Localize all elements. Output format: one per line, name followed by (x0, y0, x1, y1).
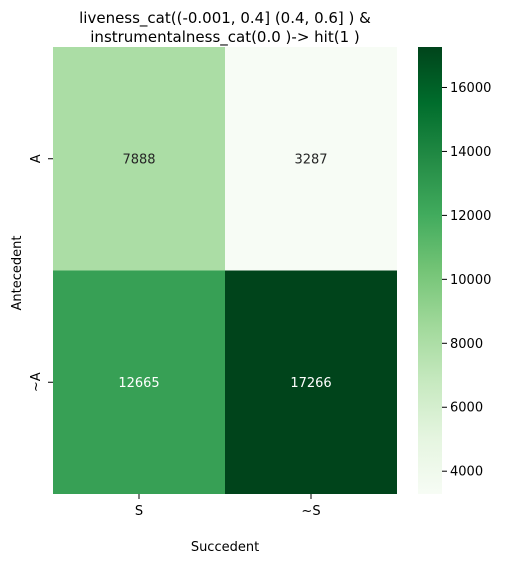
x-tick-label: ~S (301, 504, 320, 519)
heatmap-cell-a-s (53, 47, 225, 271)
cell-value-label: 3287 (294, 152, 327, 167)
colorbar-tick-label: 8000 (450, 337, 483, 352)
colorbar-ticks: 4000 6000 8000 10000 12000 14000 16000 (442, 81, 491, 480)
cell-value-label: 17266 (290, 376, 331, 391)
colorbar-tick-label: 10000 (450, 273, 491, 288)
colorbar-tick-label: 12000 (450, 209, 491, 224)
x-tick-label: S (135, 504, 143, 519)
heatmap-cell-not-a-s (53, 270, 225, 494)
x-axis-label: Succedent (191, 540, 259, 555)
colorbar-tick-label: 6000 (450, 401, 483, 416)
colorbar-tick-label: 14000 (450, 145, 491, 160)
colorbar-tick-label: 16000 (450, 81, 491, 96)
y-axis-ticks: A ~A (29, 154, 53, 392)
colorbar (418, 47, 442, 494)
cell-value-label: 7888 (122, 152, 155, 167)
y-axis-label: Antecedent (10, 236, 25, 311)
chart-title-line2: instrumentalness_cat(0.0 )-> hit(1 ) (90, 28, 359, 47)
colorbar-tick-label: 4000 (450, 465, 483, 480)
heatmap-cells: 7888 3287 12665 17266 (53, 47, 397, 494)
cell-value-label: 12665 (118, 376, 159, 391)
x-axis-ticks: S ~S (135, 494, 321, 519)
heatmap-cell-a-not-s (225, 47, 397, 271)
heatmap-cell-not-a-not-s (225, 270, 397, 494)
y-tick-label: A (29, 154, 44, 163)
y-tick-label: ~A (29, 372, 44, 392)
chart-title-line1: liveness_cat((-0.001, 0.4] (0.4, 0.6] ) … (79, 9, 371, 28)
